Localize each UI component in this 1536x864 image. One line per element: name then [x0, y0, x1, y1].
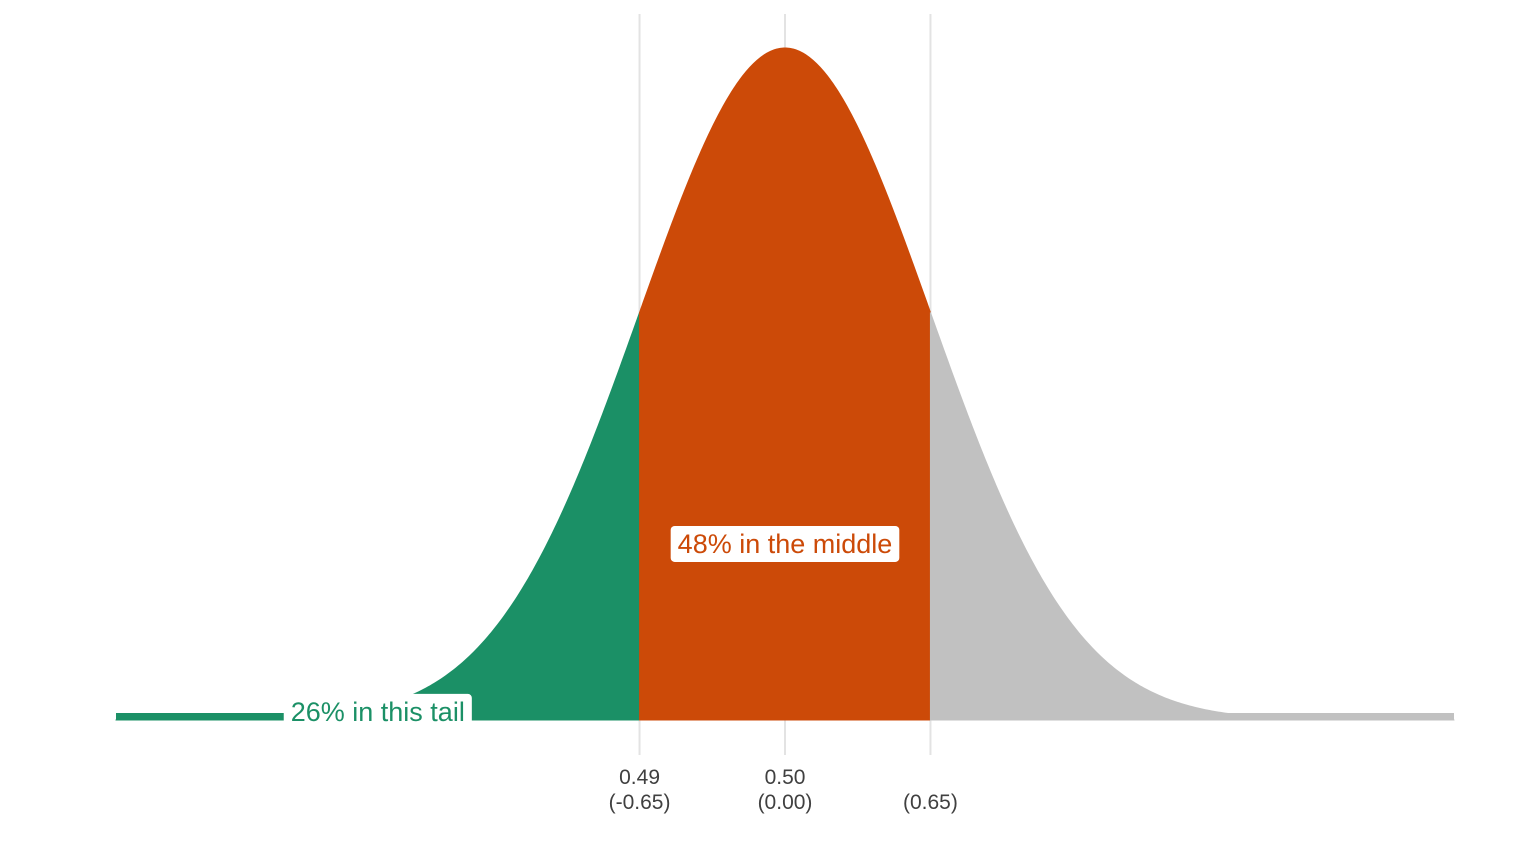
- baseline-band-middle: [639, 713, 931, 720]
- annotation-label-0: 26% in this tail: [291, 697, 465, 727]
- tick-label-bottom-0: (-0.65): [609, 791, 671, 814]
- area-right: [929, 312, 1455, 721]
- area-middle: [639, 47, 931, 721]
- tick-label-top-1: 0.50: [765, 766, 806, 789]
- tick-label-top-0: 0.49: [619, 766, 660, 789]
- density-areas: [115, 47, 1455, 721]
- annotations: 26% in this tail 48% in the middle: [283, 525, 900, 730]
- tick-label-bottom-2: (0.65): [903, 791, 958, 814]
- annotation-label-1: 48% in the middle: [678, 529, 893, 559]
- annotation-box-0: [283, 693, 472, 730]
- annotation-box-1: [670, 525, 900, 562]
- x-axis-ticks: 0.49(-0.65) 0.50(0.00) (0.65): [609, 766, 958, 814]
- tick-label-bottom-1: (0.00): [758, 791, 813, 814]
- annotation-0: 26% in this tail: [283, 693, 472, 730]
- baseline-band-right: [930, 713, 1454, 720]
- area-tail: [115, 312, 641, 721]
- annotation-1: 48% in the middle: [670, 525, 900, 562]
